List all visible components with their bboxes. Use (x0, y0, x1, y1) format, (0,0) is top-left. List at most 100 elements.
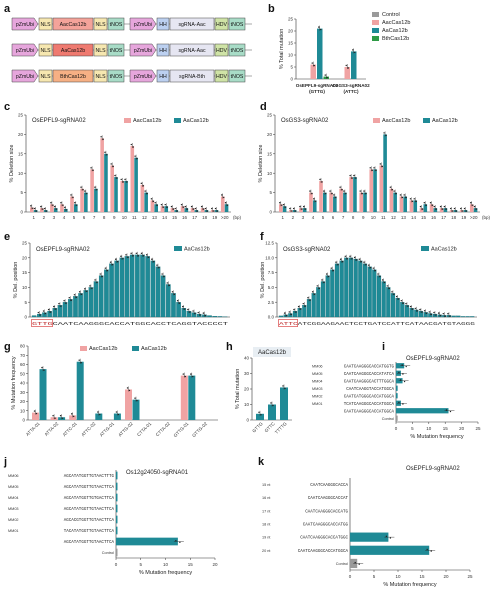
construct-element (38, 43, 53, 57)
data-point (453, 207, 456, 210)
data-point (134, 155, 136, 157)
y-tick-label: 25 (18, 113, 24, 118)
data-point (163, 275, 165, 278)
bar (317, 28, 323, 80)
x-tick-label: 19 (461, 215, 467, 220)
data-point (166, 282, 168, 284)
data-point (132, 255, 134, 257)
bar (396, 363, 405, 369)
data-point (137, 255, 140, 257)
data-point (41, 366, 43, 369)
data-point (411, 200, 414, 203)
data-point (372, 267, 374, 269)
construct-element (214, 69, 229, 83)
legend-label: AaCas12b (141, 346, 167, 352)
legend-label: AaCas12b (184, 247, 210, 253)
data-point (353, 174, 355, 177)
data-point (393, 190, 395, 192)
data-point (126, 181, 128, 183)
x-axis-label: % Mutation frequency (410, 434, 463, 440)
data-point (182, 305, 184, 308)
x-tick-label: 10 (426, 426, 432, 431)
mismatch-label: MM05 (312, 372, 323, 376)
panel-a-constructs: pZmUbi NLS AacCas12b NLS tNOS pZmUbi HH sgRNA-A… (11, 17, 252, 83)
guide-sequence: AGCATATGGTTGTAACTTTG (64, 475, 115, 479)
x-tick-label: 9 (113, 215, 116, 220)
x-tick-label: 0 (115, 562, 118, 567)
data-point (431, 204, 434, 206)
data-point (73, 294, 76, 296)
bar (110, 165, 114, 212)
x-tick-label: 15 (421, 215, 427, 220)
data-point (313, 64, 315, 67)
guide-sequence: CAATCAAGGGCACCATG (305, 510, 348, 514)
data-point (64, 206, 66, 209)
data-point (33, 410, 36, 412)
data-point (111, 264, 114, 266)
data-point (309, 299, 311, 301)
data-point (345, 64, 347, 67)
guide-sequence: AGCATATGGTTGTGACTTCA (64, 497, 115, 501)
panel-b-chart: 0 5 10 15 20 25 % Total mutation OsEPFL9-sgRNA0… (279, 12, 410, 94)
bar (113, 413, 121, 420)
mismatch-label: MM05 (8, 485, 19, 489)
mismatch-label: MM01 (312, 402, 323, 406)
bar (78, 293, 83, 318)
data-point (102, 138, 104, 140)
bar (465, 316, 470, 318)
pam-sequence: ATTC (279, 323, 299, 327)
data-point (161, 273, 163, 275)
bar (362, 263, 368, 318)
data-point (146, 192, 148, 195)
bar (154, 204, 158, 212)
data-point (109, 261, 112, 263)
bar (278, 315, 284, 318)
y-tick-label: 5 (20, 190, 23, 195)
mismatch-label: MM04 (312, 379, 323, 383)
bar (94, 188, 98, 212)
construct-element (169, 69, 215, 83)
bar (116, 482, 118, 491)
data-point (395, 295, 398, 298)
group-sublabel: (ATTC) (344, 89, 359, 94)
data-point (70, 194, 72, 196)
data-point (393, 293, 395, 296)
y-tick-label: 20 (18, 132, 24, 137)
y-axis-label: % Mutation frequency (11, 356, 17, 409)
data-point (325, 192, 327, 195)
bar (116, 493, 118, 502)
panel-label-a: a (4, 3, 11, 15)
data-point (44, 312, 47, 315)
data-point (154, 202, 156, 204)
y-axis-label: % Deletion size (9, 145, 15, 183)
y-tick-label: 20 (22, 255, 28, 260)
bar (68, 299, 73, 318)
construct-element-label: NLS (95, 22, 106, 28)
bar (217, 316, 223, 318)
data-point (321, 279, 323, 281)
y-tick-label: 30 (20, 390, 26, 395)
legend-swatch (373, 118, 380, 123)
data-point (349, 255, 351, 257)
data-point (49, 311, 52, 313)
x-unit: (bp) (482, 215, 491, 220)
bar (135, 254, 140, 318)
data-point (451, 210, 454, 212)
construct-element (156, 69, 170, 83)
x-tick-label: 3 (302, 215, 305, 220)
x-tick-label: GTTG (251, 421, 264, 434)
y-tick-label: 15 (22, 270, 28, 275)
data-point (80, 186, 82, 188)
x-tick-label: 6 (332, 215, 335, 220)
guide-sequence: AGCATATGGTTGTAACTTCA (64, 508, 115, 512)
data-point (42, 208, 44, 210)
data-point (120, 255, 122, 257)
data-point (398, 371, 400, 374)
bar (403, 196, 407, 212)
y-tick-label: 20 (267, 132, 273, 137)
data-point (301, 208, 303, 210)
bar (353, 258, 358, 318)
mismatch-label: 17 nt (262, 509, 271, 513)
pam-box (278, 319, 298, 327)
data-point (156, 204, 158, 206)
